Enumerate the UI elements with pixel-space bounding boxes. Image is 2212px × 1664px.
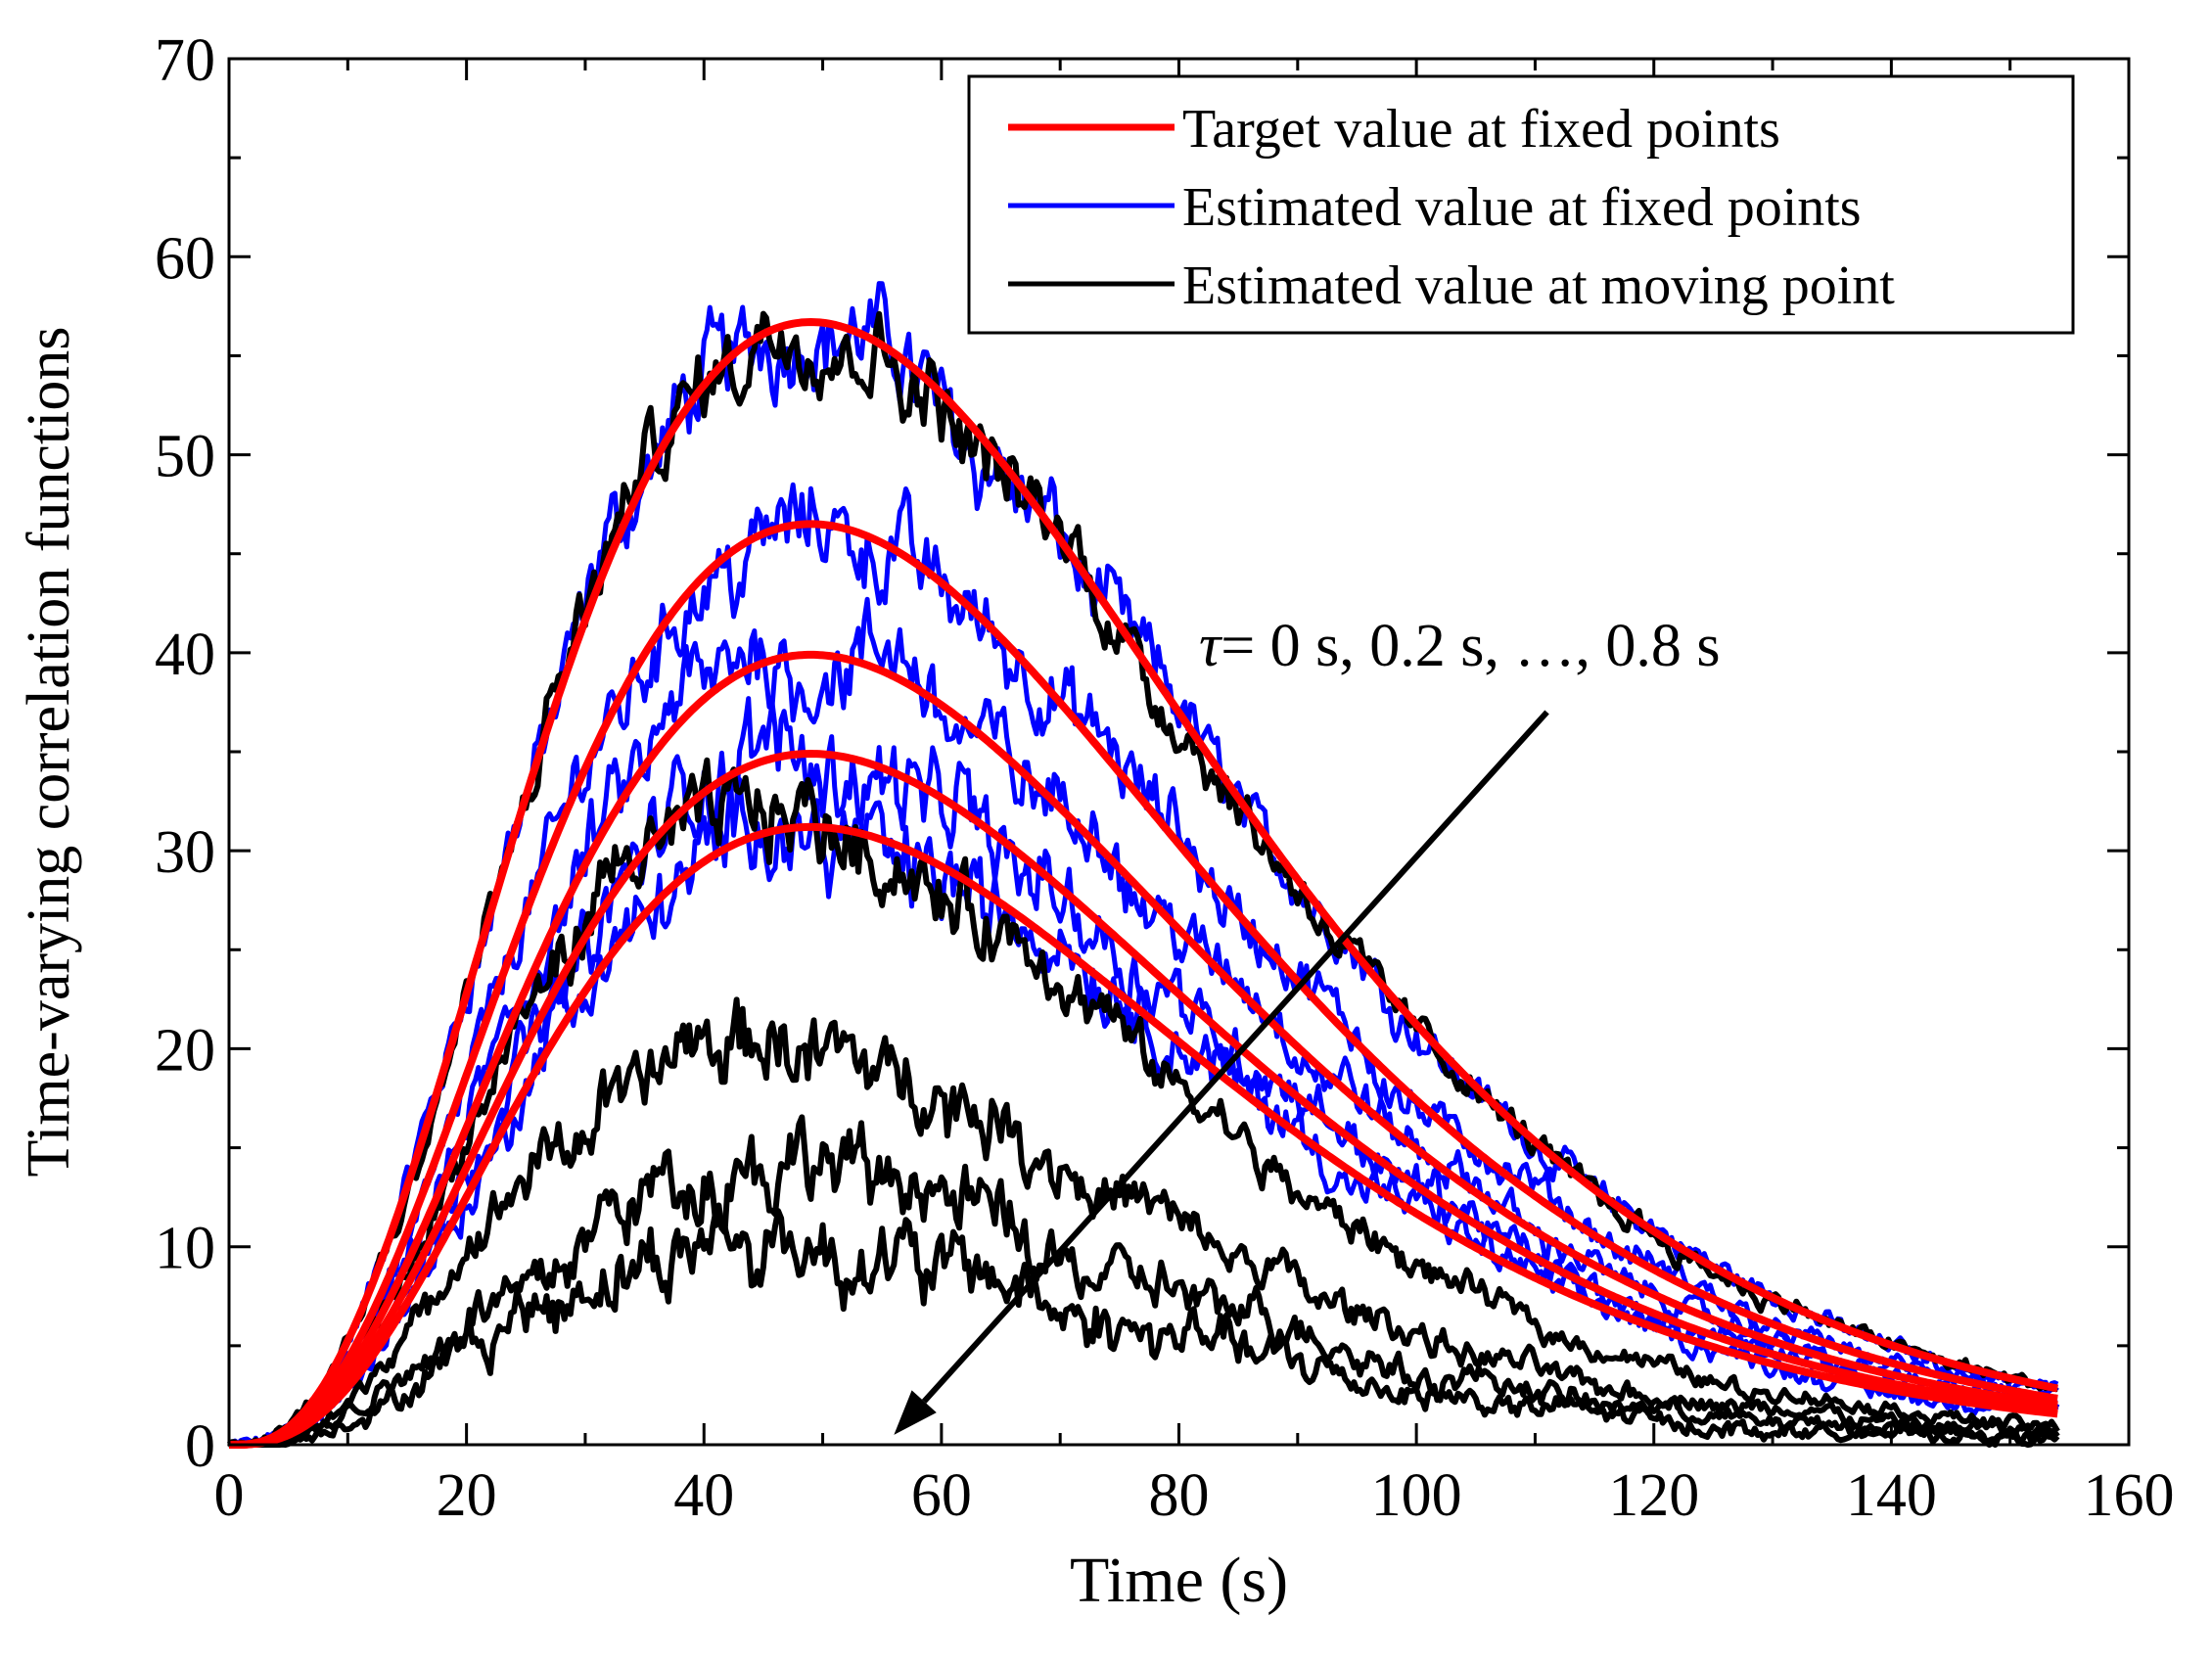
legend-label-estimated-moving: Estimated value at moving point (1182, 255, 1895, 316)
y-tick-label: 20 (155, 1017, 215, 1084)
tau-annotation: τ= 0 s, 0.2 s, …, 0.8 s (894, 613, 1721, 1435)
x-axis-label: Time (s) (1070, 1545, 1288, 1616)
y-tick-label: 40 (155, 622, 215, 688)
x-tick-label: 20 (437, 1462, 497, 1529)
series-estimated-moving-line (226, 757, 2060, 1448)
y-tick-label: 50 (155, 424, 215, 490)
series-target-line (228, 650, 2059, 1449)
x-tick-label: 0 (214, 1462, 245, 1529)
y-tick-label: 0 (185, 1413, 215, 1480)
x-tick-label: 120 (1608, 1462, 1699, 1529)
legend-label-estimated-fixed: Estimated value at fixed points (1182, 177, 1862, 238)
y-tick-label: 30 (155, 819, 215, 886)
y-tick-label: 10 (155, 1216, 215, 1282)
plot-frame (227, 57, 2131, 1447)
annotation-arrowhead (894, 1390, 937, 1435)
y-tick-label: 70 (155, 27, 215, 94)
series-estimated-moving-line (228, 310, 2058, 1448)
x-tick-label: 160 (2084, 1462, 2175, 1529)
x-tick-label: 40 (673, 1462, 734, 1529)
series-target-line (228, 318, 2059, 1449)
x-tick-label: 140 (1846, 1462, 1937, 1529)
x-tick-label: 80 (1149, 1462, 1210, 1529)
plot-lines (226, 281, 2060, 1449)
annotation-tau-values: = 0 s, 0.2 s, …, 0.8 s (1221, 613, 1720, 679)
series-estimated-fixed-line (227, 281, 2059, 1447)
series-target-line (228, 750, 2059, 1449)
series-estimated-moving-line (227, 1202, 2060, 1448)
series-estimated-moving-line (228, 996, 2058, 1448)
legend: Target value at fixed points Estimated v… (967, 74, 2075, 335)
series-estimated-fixed-line (228, 777, 2058, 1448)
x-tick-label: 100 (1371, 1462, 1462, 1529)
annotation-text: τ= 0 s, 0.2 s, …, 0.8 s (1199, 613, 1721, 679)
x-tick-label: 60 (911, 1462, 972, 1529)
series-target-line (228, 822, 2059, 1449)
y-axis: 0 10 20 30 40 50 60 70 (155, 27, 2129, 1480)
annotation-tau-symbol: τ (1199, 613, 1223, 679)
y-tick-label: 60 (155, 225, 215, 292)
y-axis-label: Time-varying correlation functions (16, 327, 82, 1178)
legend-label-target: Target value at fixed points (1182, 99, 1780, 160)
x-axis: 0 20 40 60 80 100 120 140 160 (214, 59, 2175, 1529)
series-estimated-moving-line (227, 1114, 2060, 1448)
series-target-line (228, 520, 2059, 1449)
annotation-arrow (921, 710, 1549, 1404)
